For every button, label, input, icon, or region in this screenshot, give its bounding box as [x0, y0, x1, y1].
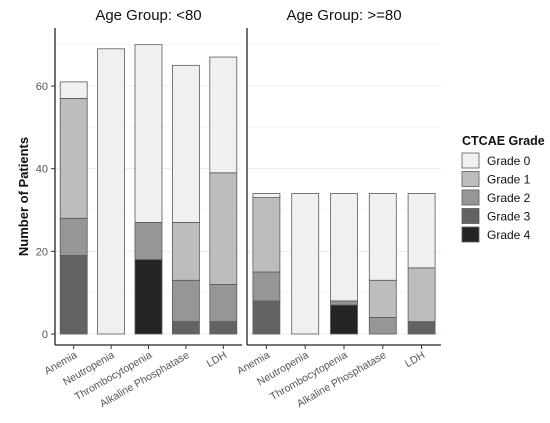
- bar-segment-alkaline-phosphatase-grade-0: [368, 193, 397, 281]
- bar-segment-anemia-grade-0: [59, 81, 88, 99]
- x-tick-label-ldh: LDH: [205, 349, 229, 370]
- legend-title: CTCAE Grade: [462, 134, 545, 148]
- bar-segment-anemia-grade-2: [252, 271, 281, 302]
- bar-segment-ldh-grade-2: [209, 283, 238, 322]
- bars-layer: [59, 44, 436, 335]
- bar-segment-alkaline-phosphatase-grade-1: [171, 221, 200, 281]
- legend-swatch-grade-4: [461, 226, 480, 243]
- bar-segment-alkaline-phosphatase-grade-3: [171, 321, 200, 335]
- legend-label-grade-1: Grade 1: [487, 173, 531, 187]
- legend-swatch-grade-0: [461, 152, 480, 169]
- legend-label-grade-0: Grade 0: [487, 154, 531, 168]
- bar-segment-thrombocytopenia-grade-4: [134, 259, 163, 335]
- bar-segment-neutropenia-grade-0: [97, 48, 125, 335]
- legend-label-grade-3: Grade 3: [487, 210, 531, 224]
- bar-segment-anemia-grade-1: [252, 197, 281, 273]
- bar-segment-ldh-grade-0: [407, 193, 436, 269]
- bar-segment-anemia-grade-3: [252, 300, 281, 335]
- bar-segment-ldh-grade-0: [209, 56, 238, 174]
- legend: Grade 0 Grade 1 Grade 2 Grade 3 Grade 4: [461, 152, 531, 243]
- x-tick-label-ldh: LDH: [403, 349, 427, 370]
- legend-label-grade-2: Grade 2: [487, 191, 531, 205]
- panel-title-under-80: Age Group: <80: [95, 7, 201, 24]
- bar-segment-thrombocytopenia-grade-0: [330, 193, 358, 302]
- bar-segment-thrombocytopenia-grade-4: [330, 304, 358, 335]
- bar-segment-anemia-grade-3: [59, 255, 88, 335]
- legend-swatch-grade-1: [461, 171, 480, 187]
- bar-segment-alkaline-phosphatase-grade-1: [368, 279, 397, 318]
- bar-segment-alkaline-phosphatase-grade-2: [368, 317, 397, 335]
- bar-segment-ldh-grade-1: [209, 172, 238, 285]
- bar-segment-ldh-grade-3: [407, 321, 436, 335]
- bar-segment-ldh-grade-3: [209, 321, 238, 335]
- y-tick-label: 20: [36, 246, 48, 258]
- bar-segment-anemia-grade-0: [252, 193, 281, 198]
- bar-segment-thrombocytopenia-grade-0: [134, 44, 163, 223]
- bar-segment-alkaline-phosphatase-grade-2: [171, 279, 200, 322]
- legend-swatch-grade-2: [461, 189, 480, 206]
- bar-segment-neutropenia-grade-0: [291, 193, 320, 335]
- y-tick-label: 40: [36, 164, 48, 176]
- y-tick-label: 0: [42, 329, 48, 341]
- panel-title-80-plus: Age Group: >=80: [286, 7, 401, 24]
- bar-segment-thrombocytopenia-grade-2: [134, 221, 163, 260]
- y-axis-label: Number of Patients: [16, 137, 31, 256]
- bar-segment-alkaline-phosphatase-grade-0: [171, 64, 200, 223]
- bar-segment-ldh-grade-1: [407, 267, 436, 323]
- legend-swatch-grade-3: [461, 208, 480, 224]
- bar-segment-anemia-grade-2: [59, 217, 88, 256]
- legend-label-grade-4: Grade 4: [487, 228, 531, 242]
- bar-segment-anemia-grade-1: [59, 98, 88, 219]
- bar-segment-thrombocytopenia-grade-2: [330, 300, 358, 306]
- y-tick-label: 60: [36, 81, 48, 93]
